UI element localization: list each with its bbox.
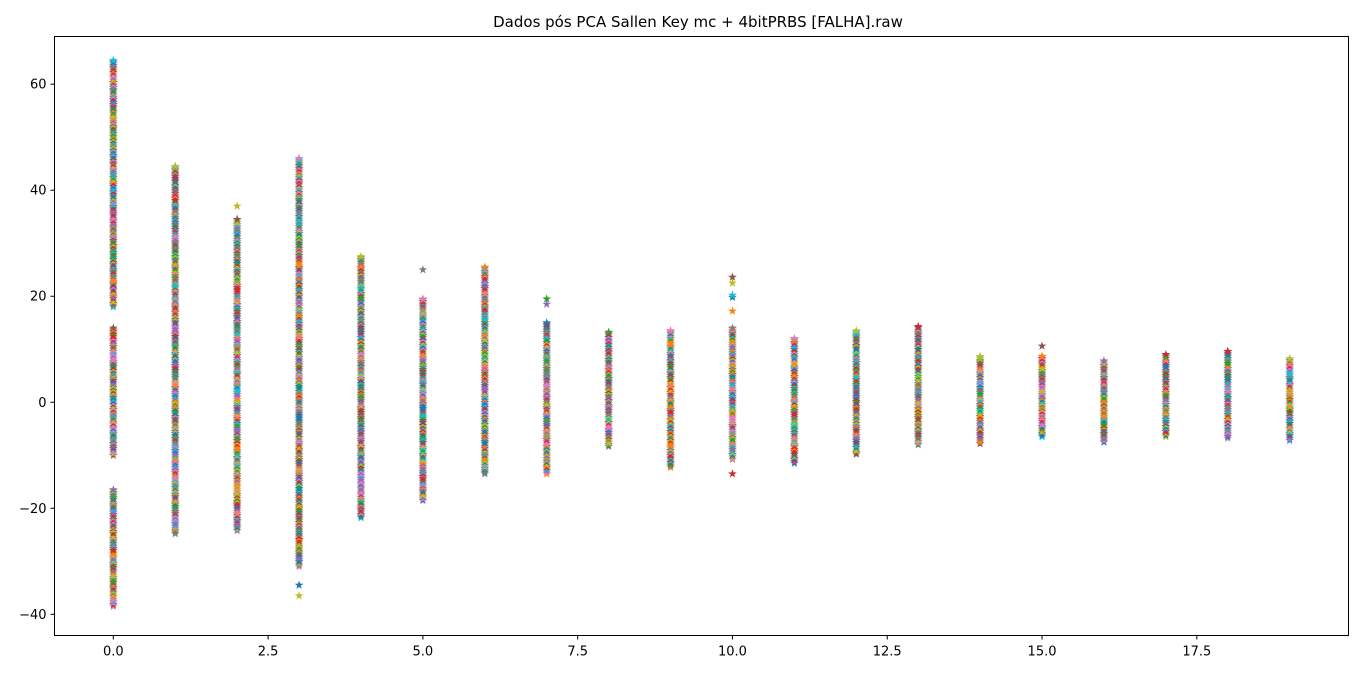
plot-frame [54,36,1349,636]
x-axis: 0.0 2.5 5.0 7.5 10.0 12.5 15.0 17.5 [103,635,1211,660]
x-tick-label: 5.0 [413,645,434,660]
x-tick-label: 0.0 [103,645,124,660]
x-tick-label: 2.5 [258,645,279,660]
y-tick-label: −40 [19,608,46,623]
y-tick-label: 60 [30,78,47,93]
chart-title: Dados pós PCA Sallen Key mc + 4bitPRBS [… [493,13,903,31]
x-tick-label: 10.0 [718,645,747,660]
x-tick-label: 17.5 [1182,645,1211,660]
y-tick-label: 20 [30,290,47,305]
y-tick-label: 0 [38,396,46,411]
x-tick-label: 7.5 [567,645,588,660]
y-axis: −40 −20 0 20 40 60 [19,78,55,623]
y-tick-label: −20 [19,502,46,517]
x-tick-label: 15.0 [1028,645,1057,660]
x-tick-label: 12.5 [873,645,902,660]
y-tick-label: 40 [30,184,47,199]
